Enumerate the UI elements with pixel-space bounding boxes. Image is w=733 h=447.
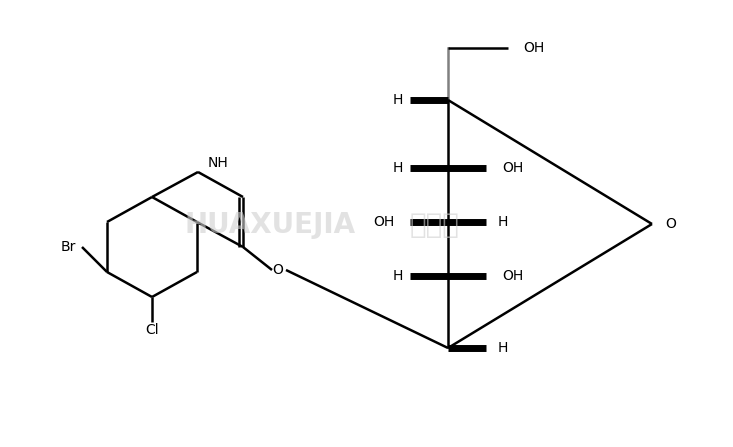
Text: Cl: Cl	[145, 323, 159, 337]
Text: H: H	[498, 341, 509, 355]
Text: H: H	[393, 269, 403, 283]
Text: OH: OH	[523, 41, 544, 55]
Text: O: O	[273, 263, 284, 277]
Text: H: H	[393, 93, 403, 107]
Text: Br: Br	[60, 240, 75, 254]
Text: OH: OH	[373, 215, 394, 229]
Text: H: H	[393, 161, 403, 175]
Text: O: O	[665, 217, 676, 231]
Text: H: H	[498, 215, 509, 229]
Text: 化学加: 化学加	[410, 211, 460, 239]
Text: NH: NH	[207, 156, 229, 170]
Text: OH: OH	[502, 269, 523, 283]
Text: HUAXUEJIA: HUAXUEJIA	[185, 211, 356, 239]
Text: OH: OH	[502, 161, 523, 175]
